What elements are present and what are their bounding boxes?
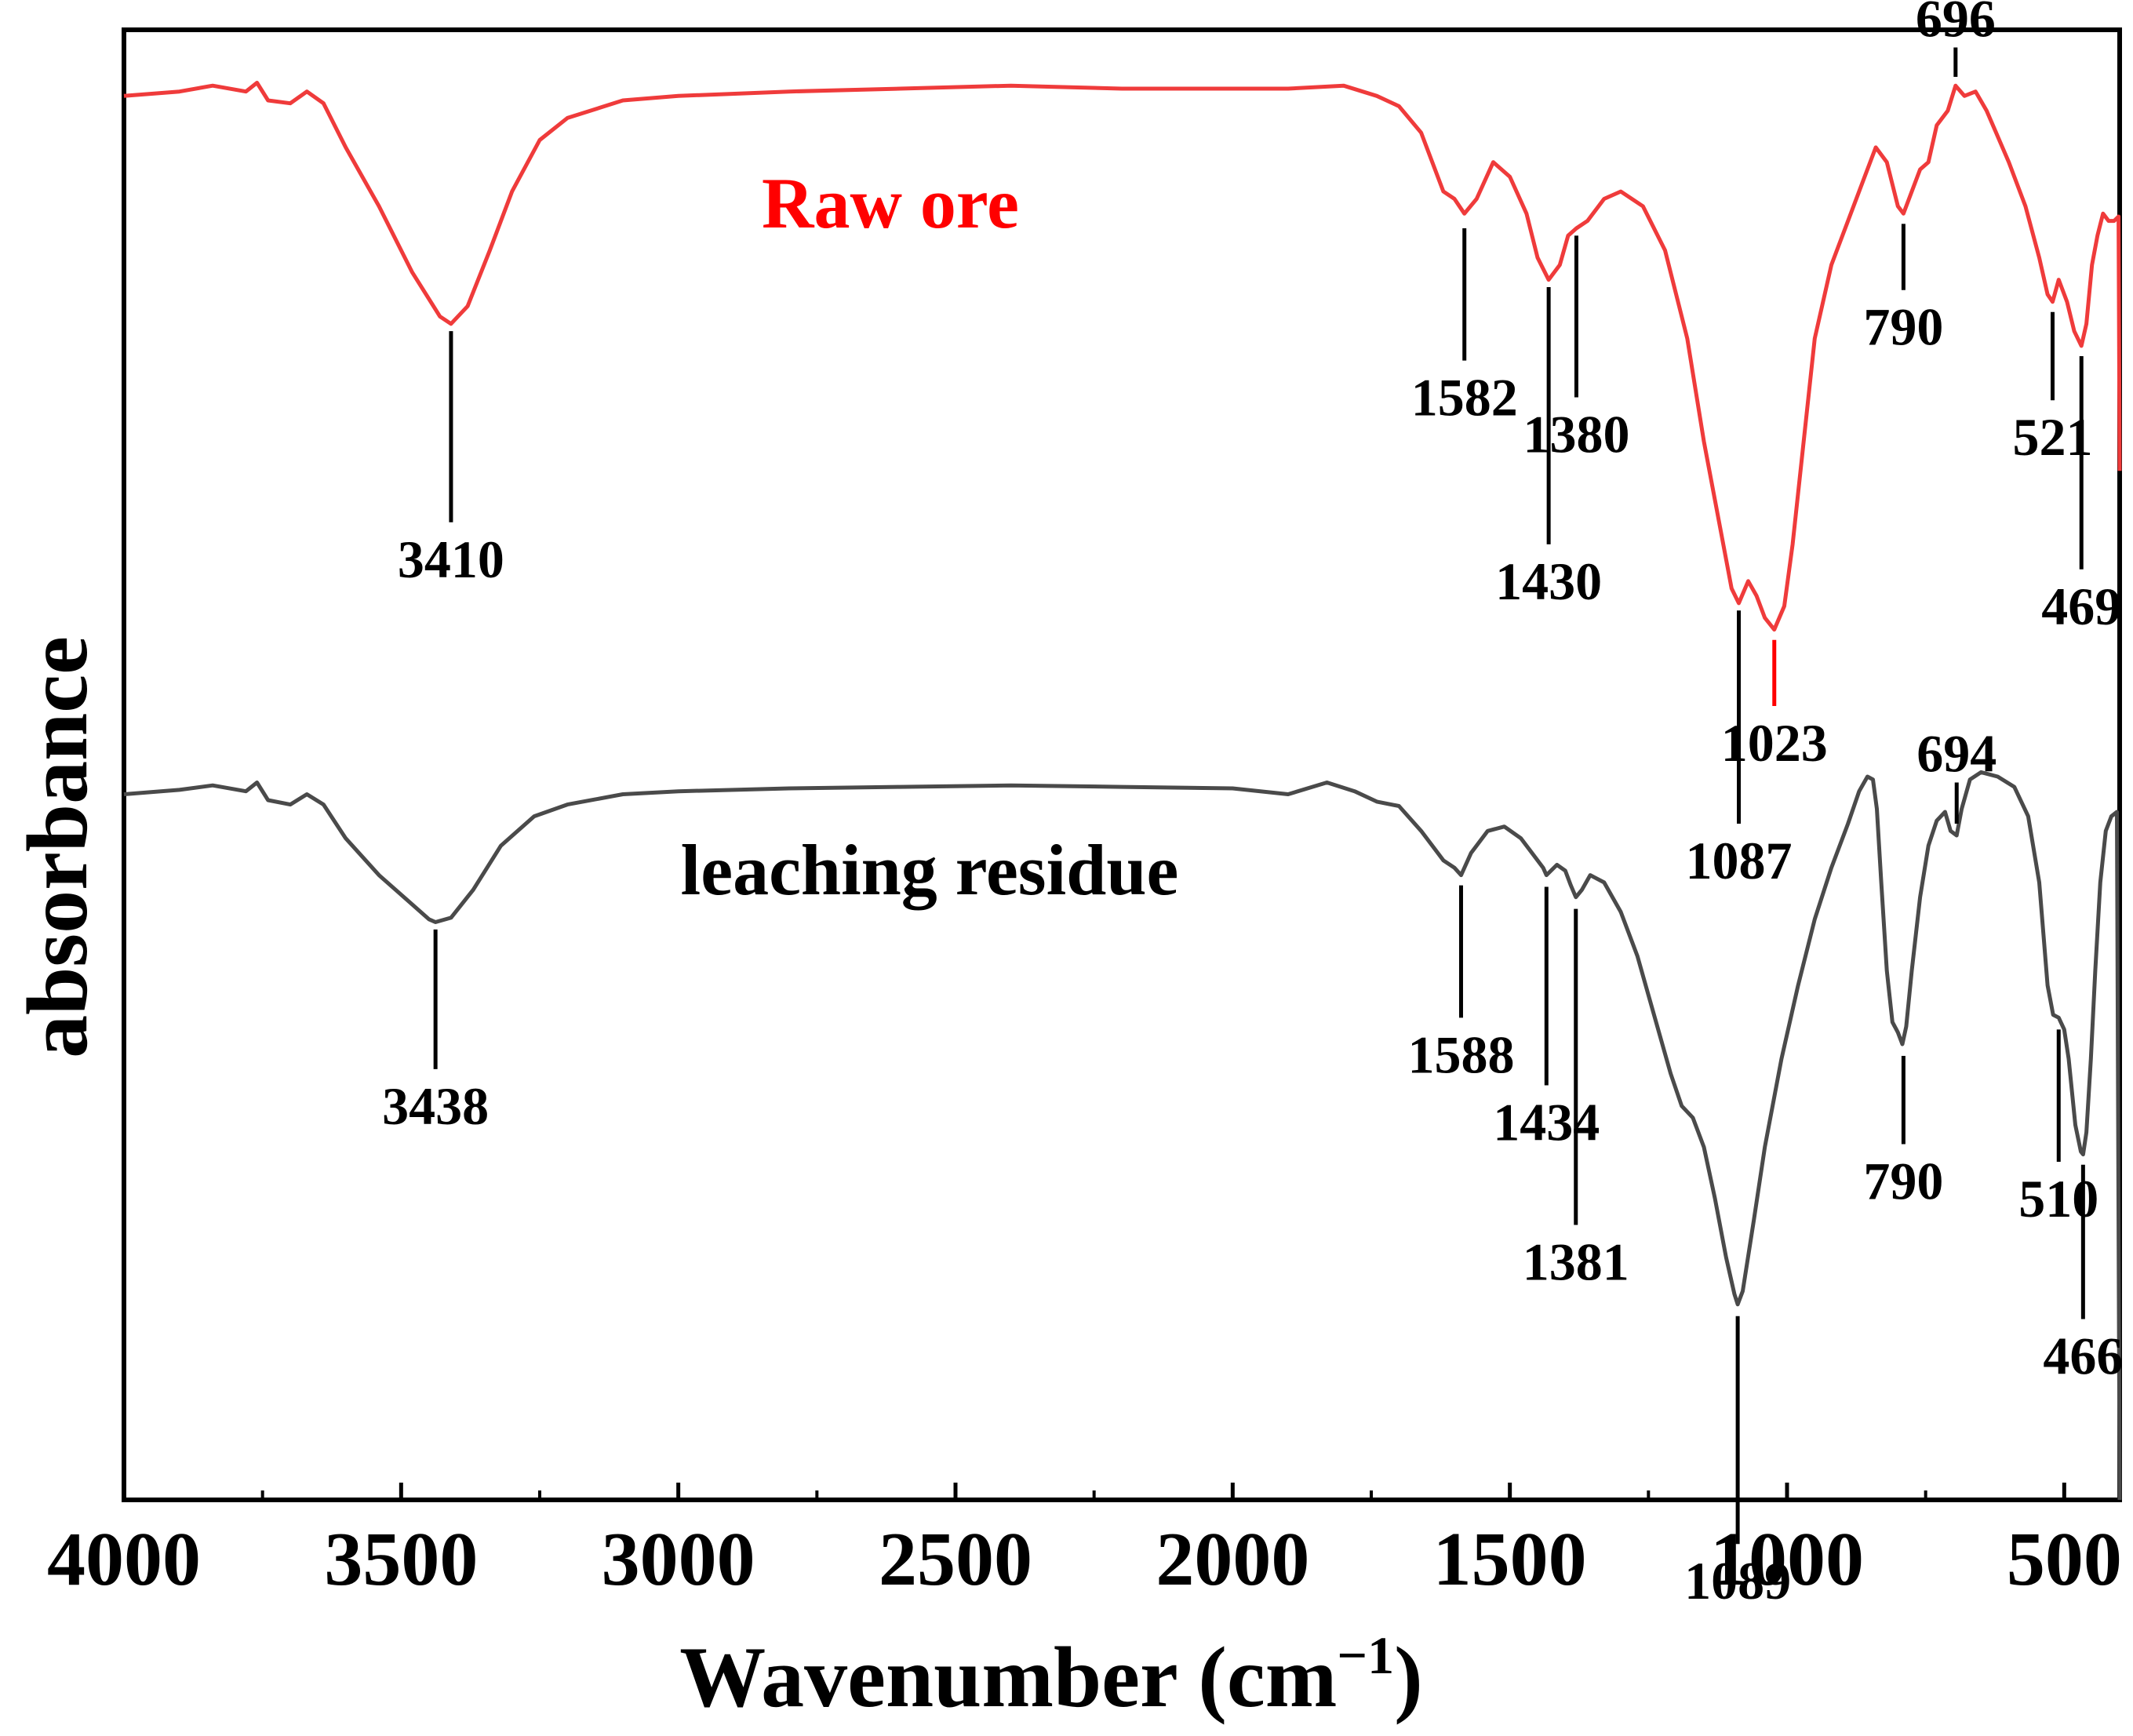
series-line-raw-ore	[123, 81, 2122, 632]
x-axis-ticks: 4000 3500 3000 2500 2000 1500 1000 500	[47, 1483, 2122, 1602]
peak-label-1588: 1588	[1407, 1024, 1514, 1084]
peak-label-696: 696	[1916, 0, 1996, 48]
x-axis-title-main: Wavenumber (cm	[679, 1629, 1337, 1725]
series-label-raw-ore: Raw ore	[762, 163, 1019, 243]
peak-label-694: 694	[1916, 723, 1997, 783]
peak-label-469: 469	[2041, 577, 2121, 636]
series-line-leaching-residue	[123, 770, 2122, 1501]
peak-label-1430: 1430	[1495, 551, 1602, 611]
peak-label-1087: 1087	[1686, 831, 1793, 890]
x-tick-label-3500: 3500	[324, 1517, 478, 1602]
x-tick-label-2500: 2500	[879, 1517, 1032, 1602]
peak-label-1380: 1380	[1523, 405, 1629, 464]
y-axis-title: absorbance	[9, 636, 105, 1058]
peak-label-1089: 1089	[1684, 1551, 1791, 1610]
x-axis-title-superscript: −1	[1337, 1625, 1394, 1685]
peak-label-466: 466	[2043, 1326, 2123, 1385]
x-axis-title-close: )	[1394, 1629, 1423, 1725]
x-tick-label-1000: 1000	[1710, 1517, 1864, 1602]
peak-label-790: 790	[1863, 1151, 1943, 1210]
peak-label-1582: 1582	[1411, 368, 1518, 428]
x-tick-label-4000: 4000	[47, 1517, 201, 1602]
peak-annotations: 3410 1582 1430 1380 1087 1023 790 521 469 696 3438…	[382, 0, 2123, 1610]
peak-label-3410: 3410	[398, 530, 504, 589]
x-tick-label-3000: 3000	[602, 1517, 755, 1602]
peak-label-1381: 1381	[1523, 1232, 1629, 1292]
peak-label-3438: 3438	[382, 1076, 489, 1136]
plot-frame	[122, 27, 2122, 1502]
peak-label-1434: 1434	[1493, 1093, 1600, 1152]
plot-border	[122, 27, 2122, 1502]
x-tick-label-1500: 1500	[1433, 1517, 1587, 1602]
peak-label-510: 510	[2018, 1169, 2098, 1228]
x-tick-label-2000: 2000	[1156, 1517, 1309, 1602]
x-tick-label-500: 500	[2007, 1517, 2122, 1602]
peak-label-790: 790	[1863, 297, 1943, 357]
series-layer	[123, 81, 2122, 1501]
x-axis-title: Wavenumber (cm−1)	[679, 1625, 1423, 1725]
series-label-leaching-residue: leaching residue	[681, 830, 1179, 910]
peak-label-521: 521	[2012, 407, 2092, 467]
peak-label-1023: 1023	[1721, 713, 1828, 773]
